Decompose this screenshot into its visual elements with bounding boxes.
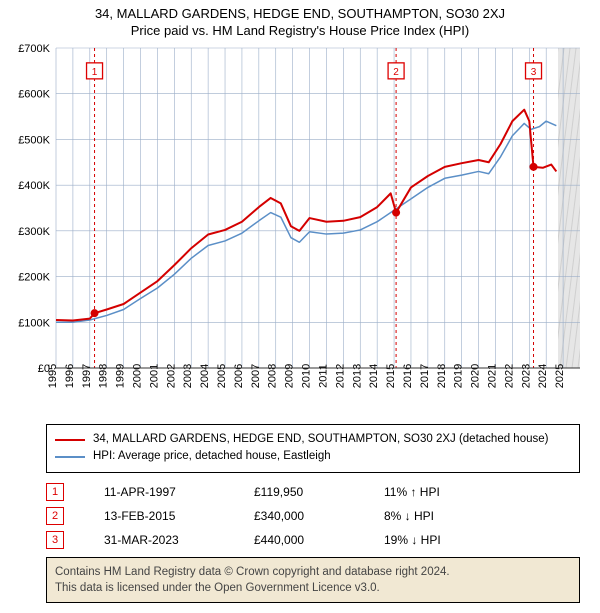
price-chart-svg: £0£100K£200K£300K£400K£500K£600K£700K199… bbox=[0, 38, 600, 418]
transaction-hpi: 19% ↓ HPI bbox=[384, 533, 504, 547]
svg-text:2024: 2024 bbox=[537, 364, 549, 388]
svg-text:2014: 2014 bbox=[368, 364, 380, 388]
transaction-date: 11-APR-1997 bbox=[104, 485, 214, 499]
svg-text:2002: 2002 bbox=[165, 364, 177, 388]
svg-text:2001: 2001 bbox=[148, 364, 160, 388]
title-address: 34, MALLARD GARDENS, HEDGE END, SOUTHAMP… bbox=[0, 6, 600, 21]
legend-label: 34, MALLARD GARDENS, HEDGE END, SOUTHAMP… bbox=[93, 431, 548, 448]
svg-text:2020: 2020 bbox=[470, 364, 482, 388]
svg-text:1: 1 bbox=[92, 67, 98, 78]
svg-text:£100K: £100K bbox=[18, 317, 50, 329]
footer-line-2: This data is licensed under the Open Gov… bbox=[55, 580, 571, 596]
svg-text:£200K: £200K bbox=[18, 272, 50, 284]
svg-text:2016: 2016 bbox=[402, 364, 414, 388]
svg-text:2009: 2009 bbox=[284, 364, 296, 388]
svg-text:£700K: £700K bbox=[18, 43, 50, 55]
transaction-table: 1 11-APR-1997 £119,950 11% ↑ HPI 2 13-FEB-201… bbox=[46, 483, 580, 549]
legend-row: HPI: Average price, detached house, East… bbox=[55, 448, 571, 465]
transaction-hpi: 8% ↓ HPI bbox=[384, 509, 504, 523]
chart-area: £0£100K£200K£300K£400K£500K£600K£700K199… bbox=[0, 38, 600, 418]
svg-text:2015: 2015 bbox=[385, 364, 397, 388]
transaction-date: 31-MAR-2023 bbox=[104, 533, 214, 547]
transaction-price: £119,950 bbox=[254, 485, 344, 499]
svg-text:2023: 2023 bbox=[520, 364, 532, 388]
svg-text:2021: 2021 bbox=[486, 364, 498, 388]
svg-text:1997: 1997 bbox=[81, 364, 93, 388]
svg-text:£600K: £600K bbox=[18, 89, 50, 101]
svg-text:3: 3 bbox=[531, 67, 537, 78]
legend-label: HPI: Average price, detached house, East… bbox=[93, 448, 331, 465]
transaction-row: 2 13-FEB-2015 £340,000 8% ↓ HPI bbox=[46, 507, 580, 525]
transaction-hpi: 11% ↑ HPI bbox=[384, 485, 504, 499]
svg-text:£300K: £300K bbox=[18, 226, 50, 238]
svg-text:2007: 2007 bbox=[250, 364, 262, 388]
svg-text:2017: 2017 bbox=[419, 364, 431, 388]
legend-swatch bbox=[55, 439, 85, 441]
svg-text:2012: 2012 bbox=[334, 364, 346, 388]
svg-text:2006: 2006 bbox=[233, 364, 245, 388]
svg-text:2004: 2004 bbox=[199, 364, 211, 388]
transaction-date: 13-FEB-2015 bbox=[104, 509, 214, 523]
svg-text:£400K: £400K bbox=[18, 180, 50, 192]
svg-text:2025: 2025 bbox=[554, 364, 566, 388]
title-subtitle: Price paid vs. HM Land Registry's House … bbox=[0, 23, 600, 38]
svg-text:1999: 1999 bbox=[115, 364, 127, 388]
svg-text:2003: 2003 bbox=[182, 364, 194, 388]
transaction-price: £440,000 bbox=[254, 533, 344, 547]
transaction-price: £340,000 bbox=[254, 509, 344, 523]
svg-text:2013: 2013 bbox=[351, 364, 363, 388]
transaction-row: 3 31-MAR-2023 £440,000 19% ↓ HPI bbox=[46, 531, 580, 549]
legend: 34, MALLARD GARDENS, HEDGE END, SOUTHAMP… bbox=[46, 424, 580, 473]
svg-text:2000: 2000 bbox=[132, 364, 144, 388]
svg-text:£500K: £500K bbox=[18, 134, 50, 146]
attribution-footer: Contains HM Land Registry data © Crown c… bbox=[46, 557, 580, 603]
transaction-row: 1 11-APR-1997 £119,950 11% ↑ HPI bbox=[46, 483, 580, 501]
svg-text:2018: 2018 bbox=[436, 364, 448, 388]
transaction-badge: 1 bbox=[46, 483, 64, 501]
footer-line-1: Contains HM Land Registry data © Crown c… bbox=[55, 564, 571, 580]
chart-titles: 34, MALLARD GARDENS, HEDGE END, SOUTHAMP… bbox=[0, 0, 600, 38]
svg-text:1995: 1995 bbox=[47, 364, 59, 388]
svg-text:2005: 2005 bbox=[216, 364, 228, 388]
svg-text:2008: 2008 bbox=[267, 364, 279, 388]
svg-text:1998: 1998 bbox=[98, 364, 110, 388]
legend-row: 34, MALLARD GARDENS, HEDGE END, SOUTHAMP… bbox=[55, 431, 571, 448]
transaction-badge: 3 bbox=[46, 531, 64, 549]
transaction-badge: 2 bbox=[46, 507, 64, 525]
svg-text:2: 2 bbox=[393, 67, 399, 78]
svg-text:2019: 2019 bbox=[453, 364, 465, 388]
svg-text:1996: 1996 bbox=[64, 364, 76, 388]
svg-text:2010: 2010 bbox=[301, 364, 313, 388]
legend-swatch bbox=[55, 456, 85, 458]
svg-text:2022: 2022 bbox=[503, 364, 515, 388]
